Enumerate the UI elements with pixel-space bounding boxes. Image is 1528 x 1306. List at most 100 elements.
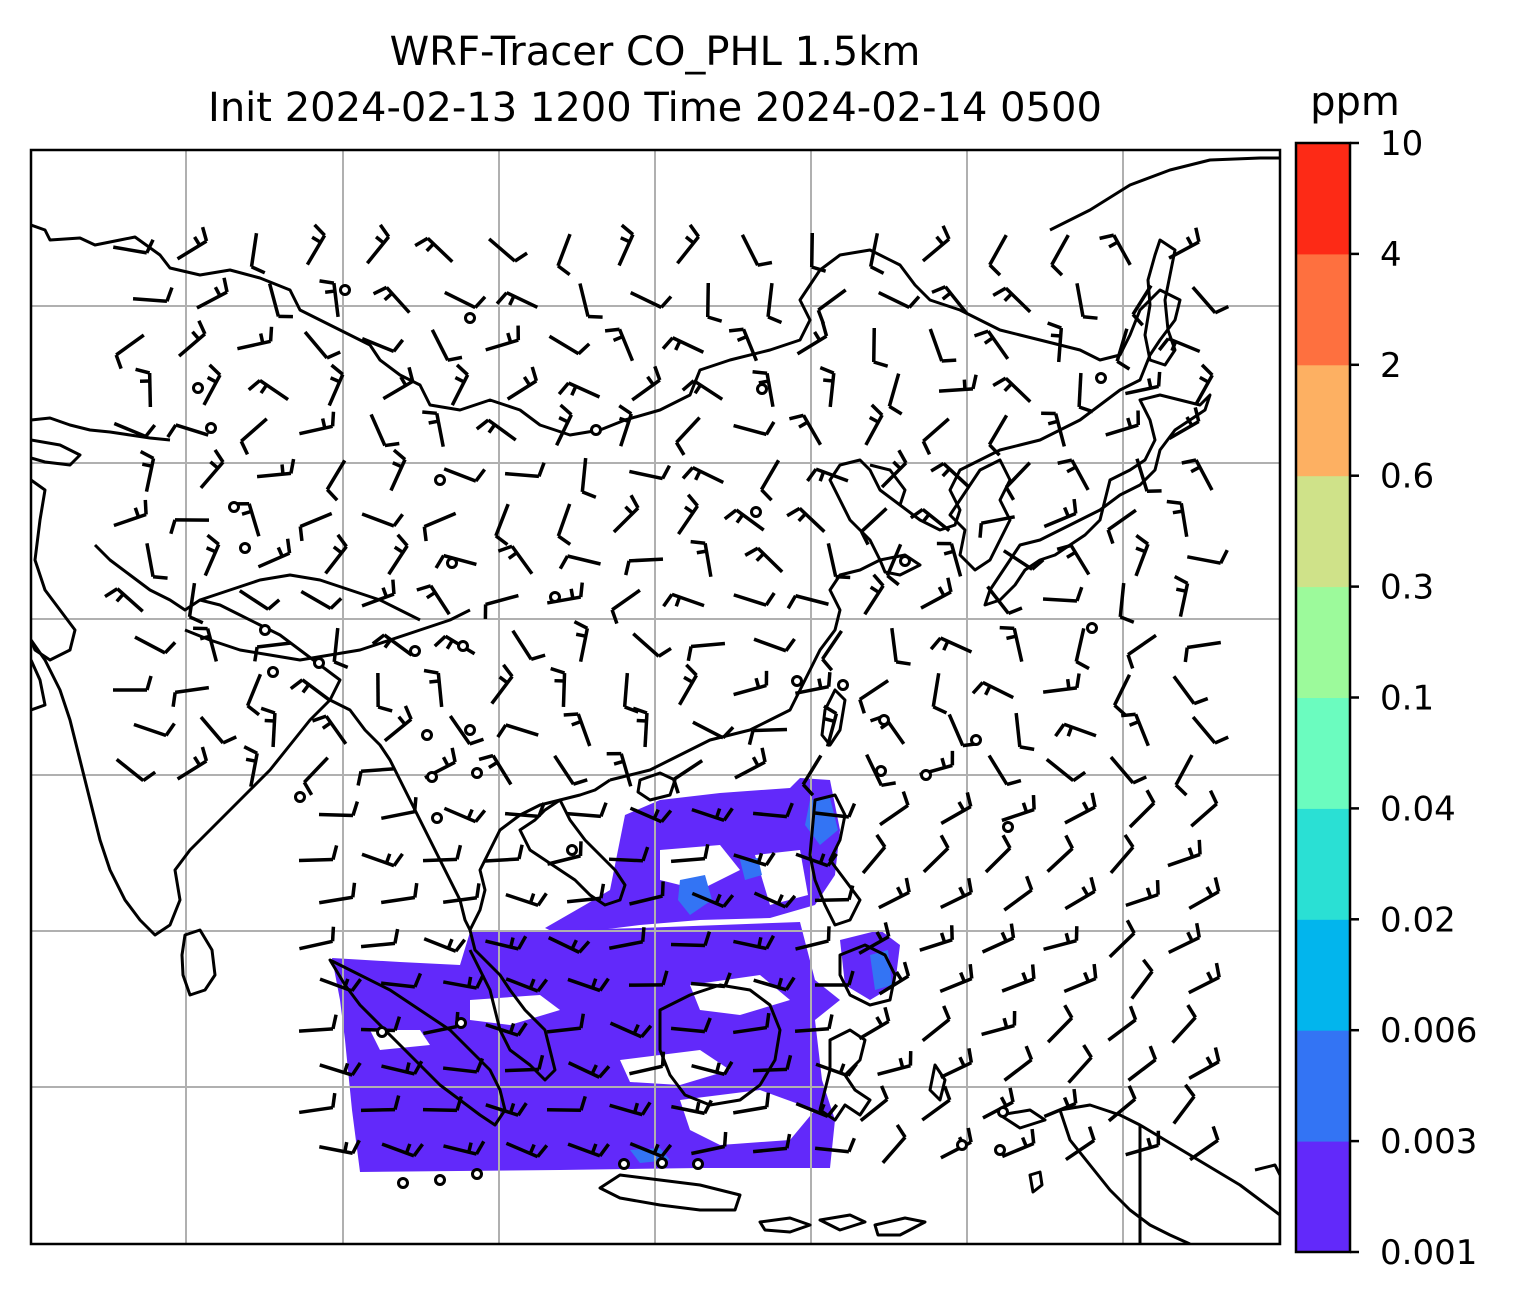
wind-barb	[705, 282, 723, 323]
wind-barb	[495, 291, 539, 309]
wind-barb	[497, 544, 534, 575]
calm-marker	[750, 506, 762, 518]
wind-barb	[298, 511, 333, 542]
wind-barb	[361, 852, 404, 868]
colorbar-segment	[1296, 1141, 1350, 1253]
wind-barb	[973, 329, 1010, 360]
wind-barb	[504, 462, 546, 479]
wind-barb	[1004, 461, 1032, 501]
wind-barb	[919, 925, 954, 952]
wind-barb	[1063, 963, 1098, 994]
calm-marker	[956, 1139, 968, 1151]
wind-barb	[868, 232, 885, 275]
wind-barb	[733, 421, 776, 437]
wind-barb	[475, 418, 517, 442]
wind-barb	[302, 756, 330, 796]
coastline-shandong	[878, 553, 922, 577]
wind-barb	[629, 806, 673, 824]
wind-barb	[496, 723, 539, 739]
wind-barb	[686, 641, 726, 662]
wind-barb	[506, 366, 539, 401]
wind-barb	[256, 458, 296, 479]
calm-marker	[434, 1174, 446, 1186]
wind-barb	[939, 877, 973, 910]
wind-barb	[245, 673, 263, 717]
wind-barb	[380, 972, 423, 989]
wind-barb	[1042, 586, 1084, 603]
coastline-south-china	[468, 778, 611, 1082]
wind-barb	[1108, 919, 1136, 959]
wind-barb	[733, 934, 776, 951]
wind-barb	[555, 403, 573, 447]
map-title-line2: Init 2024-02-13 1200 Time 2024-02-14 050…	[208, 85, 1102, 131]
wind-barb	[305, 223, 327, 266]
wind-barb	[298, 844, 339, 863]
wind-barb	[381, 1060, 424, 1076]
coastline-korea	[948, 458, 1012, 572]
wind-barb	[243, 745, 259, 788]
calm-marker	[313, 657, 325, 669]
calm-marker	[409, 645, 421, 657]
wind-barb	[629, 1141, 673, 1159]
wind-barb	[618, 404, 633, 447]
wind-barb	[971, 680, 1015, 700]
wind-barb	[1188, 1047, 1221, 1080]
wind-barb	[546, 1013, 586, 1034]
wind-barb	[557, 381, 601, 399]
wind-barb	[753, 891, 797, 909]
wind-barb	[1046, 1004, 1074, 1044]
wind-barb	[795, 1102, 839, 1118]
colorbar-segment	[1296, 808, 1350, 920]
wind-barb	[573, 620, 590, 663]
wind-barb	[289, 678, 331, 702]
wind-barb	[631, 365, 662, 402]
wind-barb	[361, 337, 405, 353]
wind-barb	[303, 330, 341, 360]
wind-barb	[753, 976, 796, 992]
wind-barb	[670, 843, 710, 864]
wind-barb	[299, 926, 336, 951]
wind-barb	[992, 286, 1032, 314]
wind-barb	[988, 234, 1008, 277]
colorbar-tick-label: 0.02	[1380, 900, 1456, 940]
wind-barb	[547, 936, 591, 954]
wind-barb	[744, 546, 784, 574]
wind-barb	[324, 533, 348, 575]
colorbar-segment	[1296, 919, 1350, 1031]
wind-barb	[505, 977, 549, 993]
calm-marker	[192, 382, 204, 394]
wind-barb	[858, 1006, 891, 1041]
wind-barb	[260, 706, 277, 748]
wind-barb	[877, 291, 921, 309]
wind-barb	[448, 715, 485, 746]
wind-barb	[442, 883, 481, 905]
wind-barb	[1067, 1044, 1093, 1084]
coastline-himalaya	[199, 573, 421, 622]
colorbar-tick-label: 0.006	[1380, 1011, 1477, 1051]
calm-marker	[426, 771, 438, 783]
wind-barb	[578, 283, 603, 319]
wind-barb	[580, 457, 597, 499]
wind-barb	[567, 1142, 610, 1158]
coastline-china-north	[31, 223, 1182, 782]
map-gridlines	[31, 150, 1280, 1244]
wind-barb	[1056, 543, 1091, 576]
calm-wind-markers	[192, 284, 1107, 1189]
wind-barb	[416, 584, 451, 616]
wind-barb	[1121, 712, 1150, 747]
wind-barb	[485, 325, 521, 352]
calm-marker	[421, 729, 433, 741]
map-frame	[29, 148, 1282, 1246]
wind-barb	[166, 423, 209, 439]
wind-barb	[133, 722, 176, 738]
calm-marker	[692, 1158, 704, 1170]
wind-barb	[1190, 789, 1219, 828]
wind-barb	[622, 672, 639, 714]
wind-barb	[1172, 1083, 1196, 1125]
wind-barb	[929, 636, 973, 654]
wind-barb	[766, 282, 783, 325]
wind-barb	[1115, 328, 1131, 371]
wind-barb	[389, 448, 407, 492]
calm-marker	[457, 640, 469, 652]
wind-barb	[1064, 1126, 1096, 1161]
